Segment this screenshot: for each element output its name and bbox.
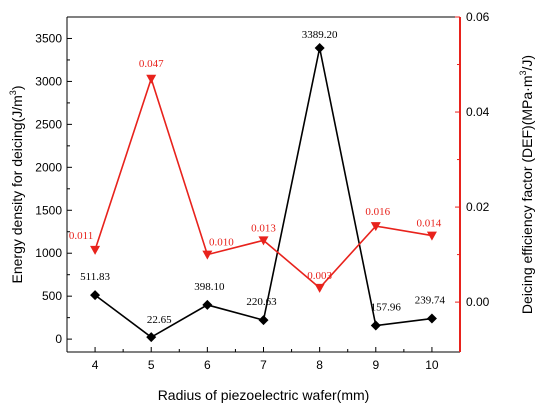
left-y-tick-label: 500 xyxy=(42,289,62,303)
left-y-axis-title-sup: 3 xyxy=(8,90,18,95)
right-y-axis-title-sup: 3 xyxy=(518,70,528,75)
def-data-label: 0.014 xyxy=(417,218,442,230)
energy-density-marker xyxy=(202,299,213,310)
right-y-tick-label: 0.00 xyxy=(466,295,490,309)
def-marker xyxy=(370,222,381,232)
left-y-tick-label: 1500 xyxy=(35,203,62,217)
energy-density-data-label: 220.63 xyxy=(246,296,277,308)
x-tick-label: 10 xyxy=(425,358,439,372)
left-y-tick-label: 2500 xyxy=(35,117,62,131)
energy-density-marker xyxy=(146,332,157,343)
def-data-label: 0.016 xyxy=(365,206,390,218)
right-y-axis-title-prefix: Deicing efficiency factor (DEF)(MPa·m xyxy=(519,76,535,315)
energy-density-data-label: 239.74 xyxy=(415,295,446,307)
def-data-label: 0.013 xyxy=(251,222,276,234)
energy-density-data-label: 398.10 xyxy=(194,281,225,293)
energy-density-marker xyxy=(258,315,269,326)
x-tick-label: 6 xyxy=(204,358,211,372)
x-tick-label: 8 xyxy=(316,358,323,372)
energy-density-marker xyxy=(90,290,101,301)
def-line xyxy=(94,76,433,289)
def-marker xyxy=(90,245,101,255)
right-y-axis-title-suffix: /J) xyxy=(519,55,535,71)
left-y-tick-label: 1000 xyxy=(35,246,62,260)
x-axis-title: Radius of piezoelectric wafer(mm) xyxy=(158,387,370,403)
def-marker xyxy=(202,250,213,260)
x-tick-label: 9 xyxy=(372,358,379,372)
x-tick-label: 5 xyxy=(148,358,155,372)
left-y-axis-title-prefix: Energy density for deicing(J/m xyxy=(9,95,25,283)
right-y-tick-label: 0.02 xyxy=(466,200,490,214)
def-marker xyxy=(314,283,325,293)
energy-density-data-label: 157.96 xyxy=(371,302,402,314)
energy-density-data-label: 22.65 xyxy=(147,314,172,326)
right-y-tick-label: 0.06 xyxy=(466,10,490,24)
right-y-tick-label: 0.04 xyxy=(466,105,490,119)
energy-density-marker xyxy=(426,313,437,324)
def-marker xyxy=(146,74,157,84)
energy-density-marker xyxy=(370,320,381,331)
x-tick-label: 7 xyxy=(260,358,267,372)
def-data-label: 0.047 xyxy=(139,58,164,70)
def-marker xyxy=(426,231,437,241)
left-y-tick-label: 0 xyxy=(55,332,62,346)
left-y-tick-label: 2000 xyxy=(35,160,62,174)
def-data-label: 0.003 xyxy=(307,270,332,282)
left-y-tick-label: 3500 xyxy=(35,31,62,45)
energy-density-data-label: 511.83 xyxy=(80,271,110,283)
energy-density-data-label: 3389.20 xyxy=(302,29,338,41)
energy-density-marker xyxy=(314,42,325,53)
def-data-label: 0.011 xyxy=(69,230,93,242)
def-data-label: 0.010 xyxy=(209,237,234,249)
left-y-axis-title-suffix: ) xyxy=(9,86,25,91)
x-tick-label: 4 xyxy=(92,358,99,372)
right-y-axis-title: Deicing efficiency factor (DEF)(MPa·m3/J… xyxy=(518,55,535,314)
energy-density-line xyxy=(94,47,433,339)
left-y-axis-title: Energy density for deicing(J/m3) xyxy=(8,86,25,284)
left-y-tick-label: 3000 xyxy=(35,74,62,88)
plot-layer: 4 5 6 7 8 9 10 0 500 1000 1500 2000 2500 3000 3500 0.00… xyxy=(35,10,489,372)
def-marker xyxy=(258,236,269,246)
